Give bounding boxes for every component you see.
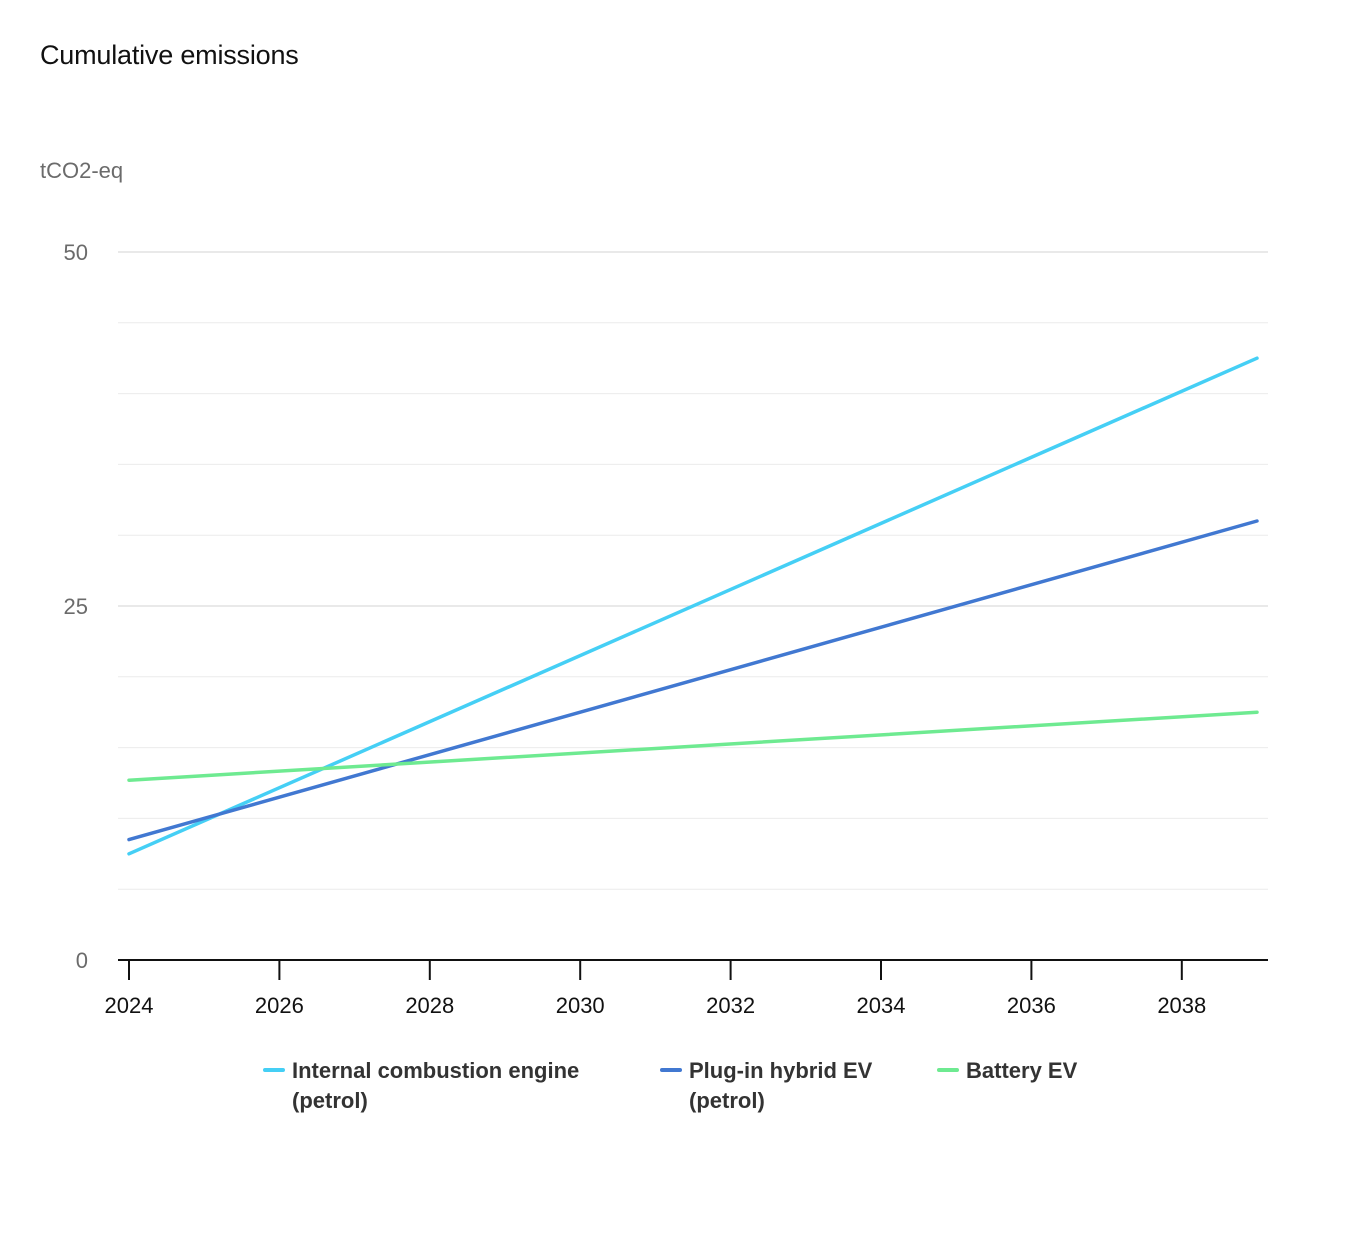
legend-swatch [937,1068,959,1072]
y-tick-label: 25 [64,594,88,619]
legend-item: Plug-in hybrid EV (petrol) [660,1056,899,1116]
line-chart: 0 25 50 2024 2026 2028 2030 2032 2034 2036 2038 [64,240,1268,1018]
x-tick-label: 2036 [1007,993,1056,1018]
series-line-2 [127,519,1259,842]
legend: Internal combustion engine (petrol) Plug-… [263,1056,1115,1116]
gridlines [118,251,1268,890]
chart-title: Cumulative emissions [40,40,299,70]
x-axis: 2024 2026 2028 2030 2032 2034 2036 2038 [105,959,1268,1018]
y-axis-ticks: 0 25 50 [64,240,88,973]
y-tick-label: 0 [76,948,88,973]
legend-item: Battery EV [937,1056,1077,1086]
x-tick-label: 2034 [857,993,906,1018]
legend-label: Plug-in hybrid EV (petrol) [689,1058,873,1113]
x-tick-label: 2032 [706,993,755,1018]
series-line-1 [127,356,1259,856]
x-tick-label: 2038 [1157,993,1206,1018]
series-line-3 [127,710,1259,782]
legend-swatch [263,1068,285,1072]
y-tick-label: 50 [64,240,88,265]
x-tick-label: 2028 [405,993,454,1018]
series-lines [127,356,1259,856]
legend-swatch [660,1068,682,1072]
x-tick-label: 2030 [556,993,605,1018]
legend-item: Internal combustion engine (petrol) [263,1056,622,1116]
x-tick-label: 2026 [255,993,304,1018]
y-axis-unit-label: tCO2-eq [40,158,124,183]
legend-label: Battery EV [966,1058,1078,1083]
legend-label: Internal combustion engine (petrol) [292,1058,580,1113]
x-tick-label: 2024 [105,993,154,1018]
